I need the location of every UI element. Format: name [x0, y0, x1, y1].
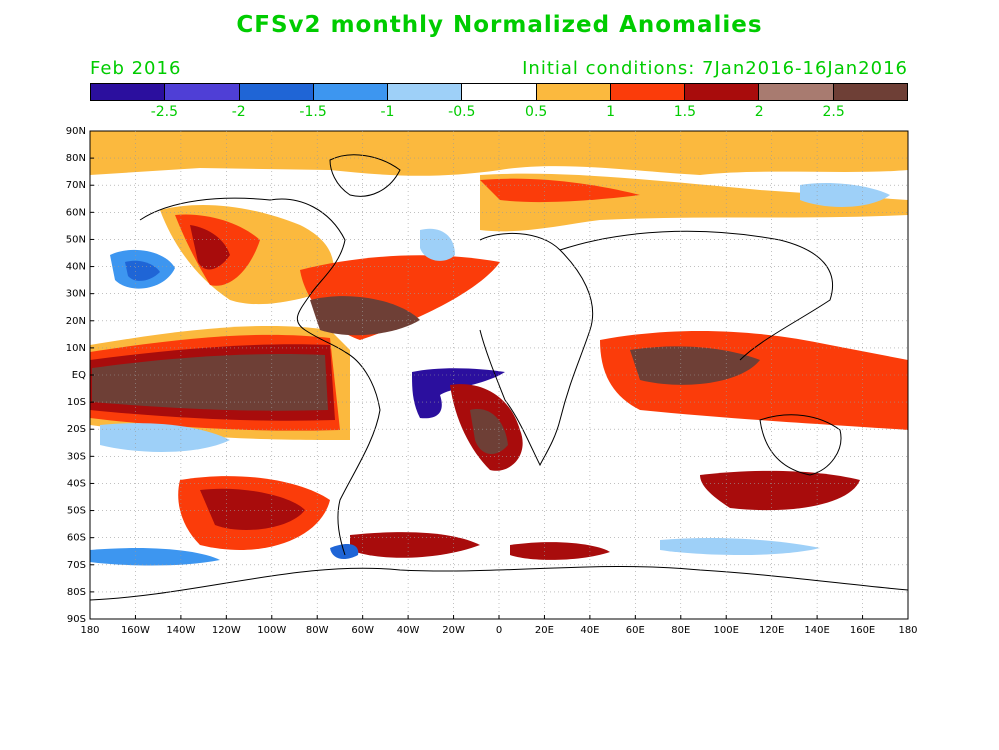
- colorbar: [90, 83, 908, 101]
- latitude-label: 20N: [66, 316, 86, 327]
- el-nino-core: [92, 354, 328, 411]
- latitude-label: 40N: [66, 262, 86, 273]
- colorbar-cell: [462, 84, 537, 100]
- latitude-label: 60N: [66, 207, 86, 218]
- colorbar-tick-label: -2.5: [150, 104, 179, 120]
- colorbar-cell: [313, 84, 389, 100]
- colorbar-tick-label: 1.5: [673, 104, 697, 120]
- longitude-label: 180: [80, 625, 99, 636]
- colorbar-tick-label: 0.5: [525, 104, 548, 120]
- chart-title: CFSv2 monthly Normalized Anomalies: [236, 12, 763, 38]
- longitude-label: 100W: [257, 625, 286, 636]
- colorbar-cell: [388, 84, 463, 100]
- latitude-label: 90S: [67, 614, 86, 625]
- longitude-label: 160W: [121, 625, 150, 636]
- colorbar-cell: [239, 84, 314, 100]
- gridlines: [89, 130, 909, 620]
- initial-conditions: Initial conditions: 7Jan2016-16Jan2016: [522, 58, 908, 79]
- colorbar-tick-label: 2: [754, 104, 764, 120]
- longitude-label: 40E: [580, 625, 599, 636]
- latitude-label: 40S: [67, 478, 86, 489]
- colorbar-cell: [685, 84, 760, 100]
- south-atlantic-cool: [412, 368, 505, 419]
- colorbar-tick-label: -2: [231, 104, 246, 120]
- longitude-label: 160E: [850, 625, 875, 636]
- latitude-label: 50N: [66, 234, 86, 245]
- latitude-labels: 90N 80N 70N 60N 50N 40N 30N 20N 10N EQ 10S 20S 30S 40…: [66, 126, 86, 625]
- latitude-label: 70S: [67, 560, 86, 571]
- colorbar-cell: [91, 84, 166, 100]
- latitude-label: 50S: [67, 506, 86, 517]
- colorbar-tick-label: -1: [380, 104, 395, 120]
- latitude-label: 80S: [67, 587, 86, 598]
- longitude-label: 20E: [535, 625, 554, 636]
- colorbar-tick-label: -1.5: [299, 104, 327, 120]
- longitude-label: 80E: [671, 625, 690, 636]
- longitude-label: 140W: [166, 625, 195, 636]
- longitude-label: 100E: [714, 625, 739, 636]
- coastlines: [90, 154, 908, 601]
- latitude-label: EQ: [72, 370, 86, 381]
- forecast-month: Feb 2016: [90, 58, 182, 79]
- longitude-label: 0: [496, 625, 502, 636]
- latitude-label: 80N: [66, 153, 86, 164]
- longitude-label: 60E: [626, 625, 645, 636]
- longitude-labels: 180 160W 140W 120W 100W 80W 60W 40W 20W 0 20E 40E 60…: [80, 625, 917, 636]
- arctic-anomaly: [90, 131, 908, 176]
- latitude-label: 30N: [66, 289, 86, 300]
- latitude-label: 30S: [67, 451, 86, 462]
- colorbar-cell: [610, 84, 686, 100]
- arctic-hot-spots: [480, 178, 640, 203]
- colorbar-tick-label: -0.5: [448, 104, 476, 120]
- latitude-label: 10S: [67, 397, 86, 408]
- longitude-label: 180: [898, 625, 917, 636]
- latitude-label: 20S: [67, 424, 86, 435]
- south-pacific-cool: [100, 423, 230, 452]
- longitude-label: 80W: [306, 625, 329, 636]
- latitude-label: 90N: [66, 126, 86, 137]
- longitude-label: 40W: [397, 625, 420, 636]
- latitude-label: 70N: [66, 180, 86, 191]
- longitude-label: 20W: [442, 625, 465, 636]
- colorbar-tick-label: 1: [606, 104, 615, 120]
- latitude-label: 10N: [66, 343, 86, 354]
- colorbar-cell: [759, 84, 834, 100]
- colorbar-cell: [165, 84, 240, 100]
- colorbar-cell: [536, 84, 611, 100]
- antarctic-cool: [90, 548, 220, 566]
- colorbar-tick-label: 2.5: [822, 104, 845, 120]
- longitude-label: 120W: [212, 625, 241, 636]
- colorbar-cell: [833, 84, 907, 100]
- longitude-label: 140E: [804, 625, 829, 636]
- latitude-label: 60S: [67, 533, 86, 544]
- longitude-label: 60W: [351, 625, 374, 636]
- southern-ocean-anomaly: [350, 532, 480, 558]
- south-indian-anomaly: [700, 470, 860, 511]
- longitude-label: 120E: [759, 625, 784, 636]
